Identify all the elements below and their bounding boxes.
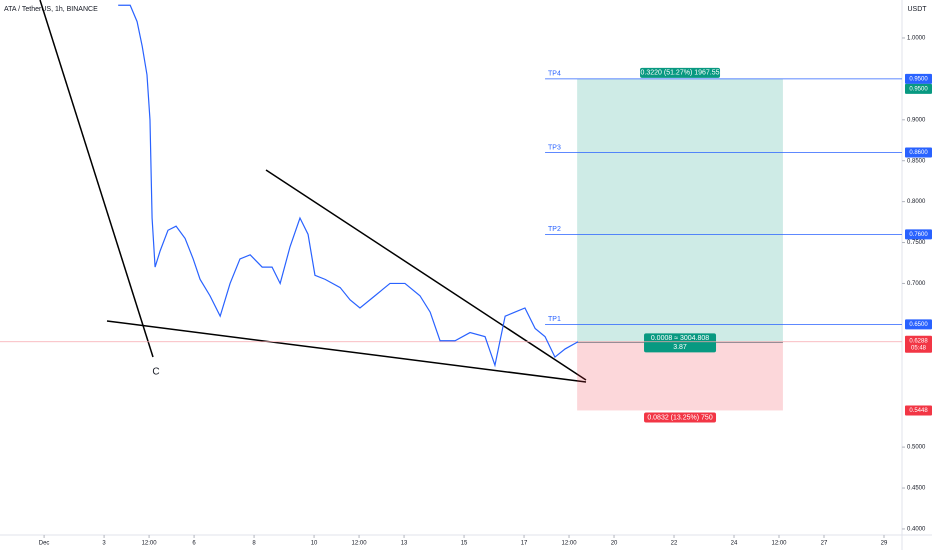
y-tick-label: 0.8000 bbox=[907, 199, 926, 205]
price-label: 0.7600 bbox=[909, 232, 928, 238]
stop-label: 0.0832 (13.25%) 750 bbox=[647, 414, 712, 421]
x-tick-label: 6 bbox=[192, 541, 196, 547]
x-tick-label: Dec bbox=[39, 541, 50, 547]
target-zone bbox=[577, 78, 783, 343]
stop-zone bbox=[577, 342, 783, 411]
x-tick-label: 12:00 bbox=[772, 541, 788, 547]
price-label-box bbox=[905, 405, 932, 416]
price-label-box bbox=[905, 147, 932, 158]
tp-label: TP2 bbox=[548, 226, 561, 233]
target-label-box bbox=[640, 67, 721, 78]
price-line bbox=[118, 4, 579, 368]
entry-label-box bbox=[644, 333, 717, 353]
x-tick-label: 22 bbox=[671, 541, 678, 547]
y-tick-label: 1.0000 bbox=[907, 36, 926, 42]
x-tick-label: 20 bbox=[611, 541, 618, 547]
ratio-label: 3.87 bbox=[673, 344, 687, 351]
trend-line bbox=[265, 169, 587, 381]
tp-label: TP3 bbox=[548, 144, 561, 151]
currency: USDT bbox=[907, 6, 927, 13]
wave-label: C bbox=[152, 367, 159, 378]
price-label: 0.5448 bbox=[909, 408, 928, 414]
y-tick-label: 0.4500 bbox=[907, 486, 926, 492]
trend-line bbox=[106, 320, 587, 383]
x-tick-label: 12:00 bbox=[562, 541, 578, 547]
price-label: 0.8600 bbox=[909, 150, 928, 156]
x-tick-label: 15 bbox=[461, 541, 468, 547]
y-tick-label: 0.7500 bbox=[907, 240, 926, 246]
x-tick-label: 12:00 bbox=[352, 541, 368, 547]
x-tick-label: 29 bbox=[881, 541, 888, 547]
x-tick-label: 12:00 bbox=[142, 541, 158, 547]
x-tick-label: 13 bbox=[401, 541, 408, 547]
x-tick-label: 8 bbox=[252, 541, 256, 547]
tp-label: TP1 bbox=[548, 316, 561, 323]
y-tick-label: 0.7000 bbox=[907, 281, 926, 287]
price-label: 0.9500 bbox=[909, 76, 928, 82]
target-label: 0.3220 (51.27%) 1967.55 bbox=[641, 70, 720, 77]
stop-label-box bbox=[644, 412, 717, 423]
chart-title: ATA / TetherUS, 1h, BINANCE bbox=[4, 6, 98, 13]
y-tick-label: 0.9000 bbox=[907, 117, 926, 123]
x-tick-label: 27 bbox=[821, 541, 828, 547]
trend-line bbox=[39, 0, 154, 358]
x-tick-label: 17 bbox=[521, 541, 528, 547]
current-price-label: 0.6288 bbox=[909, 338, 928, 344]
countdown-label: 05:48 bbox=[911, 345, 927, 351]
x-tick-label: 24 bbox=[731, 541, 738, 547]
y-tick-label: 0.8500 bbox=[907, 158, 926, 164]
price-label-box bbox=[905, 319, 932, 330]
price-label-box bbox=[905, 229, 932, 240]
entry-label: 0.0008 ≈ 3004.808 bbox=[651, 335, 709, 342]
price-label: 0.6500 bbox=[909, 322, 928, 328]
y-tick-label: 0.4000 bbox=[907, 527, 926, 533]
price-label-box bbox=[905, 83, 932, 94]
current-price-box bbox=[905, 335, 932, 353]
price-label-box bbox=[905, 73, 932, 84]
tp-label: TP4 bbox=[548, 71, 561, 78]
x-tick-label: 3 bbox=[102, 541, 106, 547]
y-tick-label: 0.5000 bbox=[907, 445, 926, 451]
price-label: 0.9500 bbox=[909, 86, 928, 92]
x-tick-label: 10 bbox=[311, 541, 318, 547]
